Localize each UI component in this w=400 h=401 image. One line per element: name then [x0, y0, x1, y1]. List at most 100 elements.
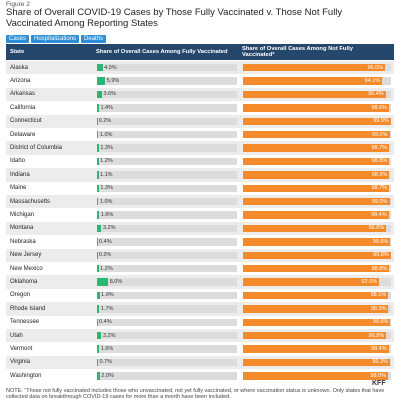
bar [97, 144, 99, 151]
value-label: 96.4% [243, 88, 384, 101]
category-label: California [10, 101, 94, 114]
bar [97, 278, 108, 285]
value-label: 94.1% [243, 74, 380, 87]
value-label: 1.9% [101, 289, 114, 302]
value-label: 0.4% [99, 316, 112, 329]
category-label: Indiana [10, 168, 94, 181]
bar [97, 332, 101, 339]
category-label: Maine [10, 182, 94, 195]
bar-track [97, 305, 237, 312]
value-label: 1.7% [101, 302, 114, 315]
value-label: 0.2% [99, 249, 112, 262]
bar-track [97, 252, 237, 259]
table-row: Indiana 1.1% 98.9% [6, 168, 394, 181]
category-label: Tennessee [10, 316, 94, 329]
bar-track [97, 372, 237, 379]
value-label: 5.9% [107, 74, 120, 87]
value-label: 3.2% [103, 222, 116, 235]
table-row: Oklahoma 8.0% 92.0% [6, 275, 394, 288]
value-label: 99.9% [243, 115, 389, 128]
bar-track [97, 104, 237, 111]
category-label: Oklahoma [10, 275, 94, 288]
value-label: 96.8% [243, 222, 384, 235]
bar [97, 345, 99, 352]
table-row: Rhode Island 1.7% 98.3% [6, 302, 394, 315]
category-label: Virginia [10, 356, 94, 369]
category-label: Arizona [10, 74, 94, 87]
tab[interactable]: Hospitalizations [31, 35, 79, 43]
table-row: Tennessee 0.4% 99.6% [6, 316, 394, 329]
bar [97, 77, 105, 84]
category-label: Alaska [10, 61, 94, 74]
tab[interactable]: Cases [6, 35, 29, 43]
value-label: 8.0% [110, 275, 123, 288]
category-label: Utah [10, 329, 94, 342]
category-label: Montana [10, 222, 94, 235]
category-label: New Jersey [10, 249, 94, 262]
bar [97, 131, 98, 138]
value-label: 98.0% [243, 369, 386, 382]
value-label: 98.7% [243, 141, 387, 154]
value-label: 92.0% [243, 275, 377, 288]
value-label: 1.0% [100, 195, 113, 208]
value-label: 99.6% [243, 235, 388, 248]
value-label: 1.2% [100, 262, 113, 275]
value-label: 1.4% [100, 101, 113, 114]
bar [97, 292, 100, 299]
series-header: Share of Overall Cases Among Fully Vacci… [96, 44, 236, 60]
category-label: Michigan [10, 208, 94, 221]
value-label: 2.0% [101, 369, 114, 382]
category-label: Nebraska [10, 235, 94, 248]
bar-track [97, 131, 237, 138]
bar-track [97, 118, 237, 125]
bar [97, 359, 98, 366]
table-row: Montana 3.2% 96.8% [6, 222, 394, 235]
value-label: 1.1% [100, 168, 113, 181]
category-label: New Mexico [10, 262, 94, 275]
value-label: 1.3% [100, 182, 113, 195]
category-label: Rhode Island [10, 302, 94, 315]
value-label: 1.6% [101, 208, 114, 221]
bar-track [97, 332, 237, 339]
value-label: 98.9% [243, 168, 387, 181]
value-label: 98.3% [243, 302, 386, 315]
bar-track [97, 171, 237, 178]
bar-track [97, 91, 237, 98]
bar [97, 198, 98, 205]
value-label: 99.0% [243, 195, 388, 208]
table-row: Michigan 1.6% 98.4% [6, 208, 394, 221]
category-label: Massachusetts [10, 195, 94, 208]
category-label: Arkansas [10, 88, 94, 101]
value-label: 99.6% [243, 316, 388, 329]
bar-track [97, 265, 237, 272]
value-label: 98.4% [243, 208, 387, 221]
bar [97, 372, 100, 379]
tab[interactable]: Deaths [81, 35, 106, 43]
value-label: 4.0% [104, 61, 117, 74]
chart-title: Share of Overall COVID-19 Cases by Those… [6, 8, 386, 29]
bar-track [97, 185, 237, 192]
bar-track [97, 225, 237, 232]
bar-track [97, 238, 237, 245]
bar [97, 171, 99, 178]
value-label: 96.0% [243, 61, 383, 74]
series-header: Share of Overall Cases Among Not Fully V… [242, 44, 382, 60]
value-label: 0.2% [99, 115, 112, 128]
bar-track [97, 345, 237, 352]
value-label: 3.6% [104, 88, 117, 101]
bar [97, 211, 99, 218]
table-row: Nebraska 0.4% 99.6% [6, 235, 394, 248]
value-label: 0.4% [99, 235, 112, 248]
